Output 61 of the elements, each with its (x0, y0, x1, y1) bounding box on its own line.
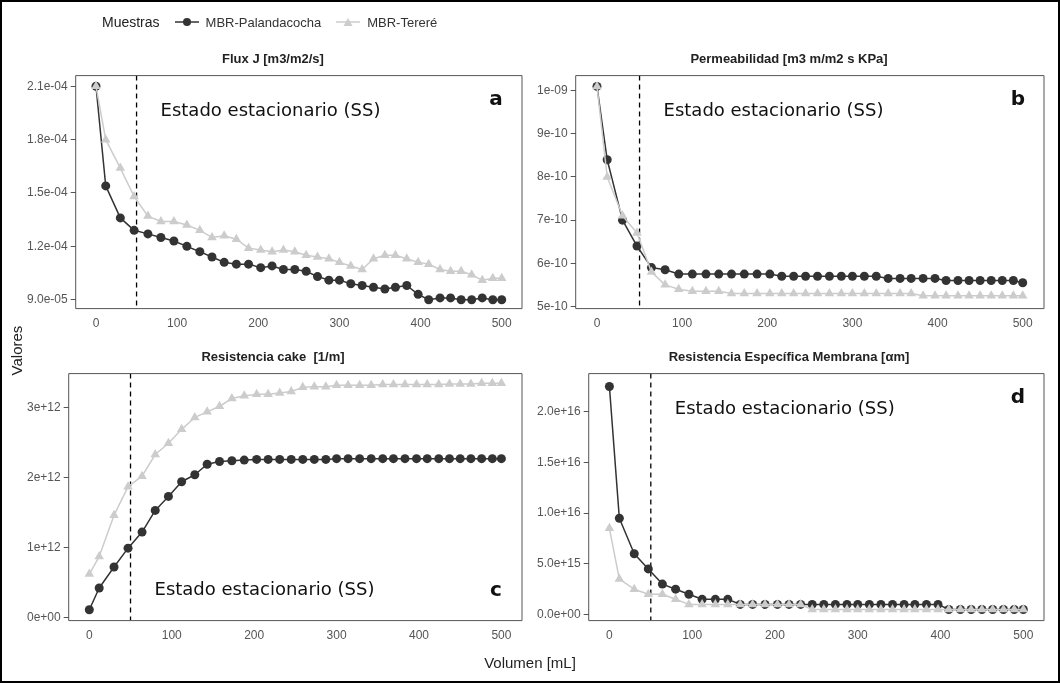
annotation: Estado estacionario (SS) (160, 99, 381, 121)
y-tick-label: 9e-10 (536, 126, 569, 141)
x-tick-label: 0 (593, 316, 601, 331)
y-tick-label: 1.5e+16 (536, 454, 582, 469)
chart-title: Permeabilidad [m3 m/m2 s KPa] (690, 51, 888, 67)
chart-title: Resistencia cake [1/m] (201, 349, 345, 365)
x-tick-label: 500 (1012, 316, 1034, 331)
annotation: d (1010, 383, 1026, 408)
annotation: b (1010, 85, 1026, 110)
y-tick-label: 1.0e+16 (536, 505, 582, 520)
y-tick-label: 5.0e+15 (536, 556, 582, 571)
legend-label: MBR-Tereré (367, 14, 438, 30)
chart-title: Resistencia Específica Membrana [αm] (668, 349, 910, 365)
x-tick-label: 500 (491, 628, 512, 643)
x-tick-label: 100 (672, 316, 693, 331)
y-tick-label: 1.8e-04 (27, 131, 69, 146)
y-tick-label: 1e+12 (27, 539, 62, 554)
chart-title: Flux J [m3/m2/s] (222, 51, 324, 67)
legend-title: Muestras (102, 14, 160, 30)
x-tick-label: 100 (161, 628, 183, 643)
annotation: c (490, 576, 502, 601)
x-tick-label: 400 (927, 316, 948, 331)
legend-label: MBR-Palandacocha (205, 14, 322, 30)
x-tick-label: 300 (326, 628, 347, 643)
y-tick-label: 2.1e-04 (27, 78, 69, 93)
x-tick-label: 0 (92, 316, 100, 331)
x-tick-label: 100 (167, 316, 188, 331)
y-tick-label: 7e-10 (536, 212, 569, 227)
y-tick-label: 1.5e-04 (27, 185, 69, 200)
y-tick-label: 8e-10 (536, 169, 569, 184)
x-tick-label: 400 (408, 628, 430, 643)
x-tick-label: 300 (847, 628, 869, 643)
x-tick-label: 0 (606, 628, 614, 643)
annotation: a (489, 85, 503, 110)
y-tick-label: 1e-09 (536, 83, 569, 98)
x-tick-label: 300 (329, 316, 350, 331)
y-tick-label: 2.0e+16 (536, 404, 582, 419)
x-tick-label: 400 (930, 628, 951, 643)
y-tick-label: 6e-10 (536, 255, 569, 270)
x-tick-label: 500 (1013, 628, 1034, 643)
y-tick-label: 9.0e-05 (27, 292, 69, 307)
x-tick-label: 200 (244, 628, 265, 643)
x-tick-label: 200 (757, 316, 778, 331)
x-tick-label: 500 (491, 316, 513, 331)
y-tick-label: 3e+12 (27, 399, 62, 414)
x-tick-label: 100 (682, 628, 703, 643)
x-tick-label: 300 (842, 316, 863, 331)
y-tick-label: 1.2e-04 (27, 238, 69, 253)
x-tick-label: 0 (85, 628, 93, 643)
x-tick-label: 200 (248, 316, 269, 331)
y-axis-title: Valores (8, 325, 26, 376)
x-axis-title: Volumen [mL] (483, 654, 577, 671)
annotation: Estado estacionario (SS) (154, 578, 375, 600)
x-tick-label: 200 (764, 628, 786, 643)
y-tick-label: 0e+00 (27, 609, 62, 624)
x-tick-label: 400 (410, 316, 431, 331)
y-tick-label: 0.0e+00 (536, 606, 582, 621)
annotation: Estado estacionario (SS) (674, 397, 895, 419)
y-tick-label: 5e-10 (536, 298, 569, 313)
y-tick-label: 2e+12 (27, 469, 62, 484)
annotation: Estado estacionario (SS) (663, 99, 884, 121)
